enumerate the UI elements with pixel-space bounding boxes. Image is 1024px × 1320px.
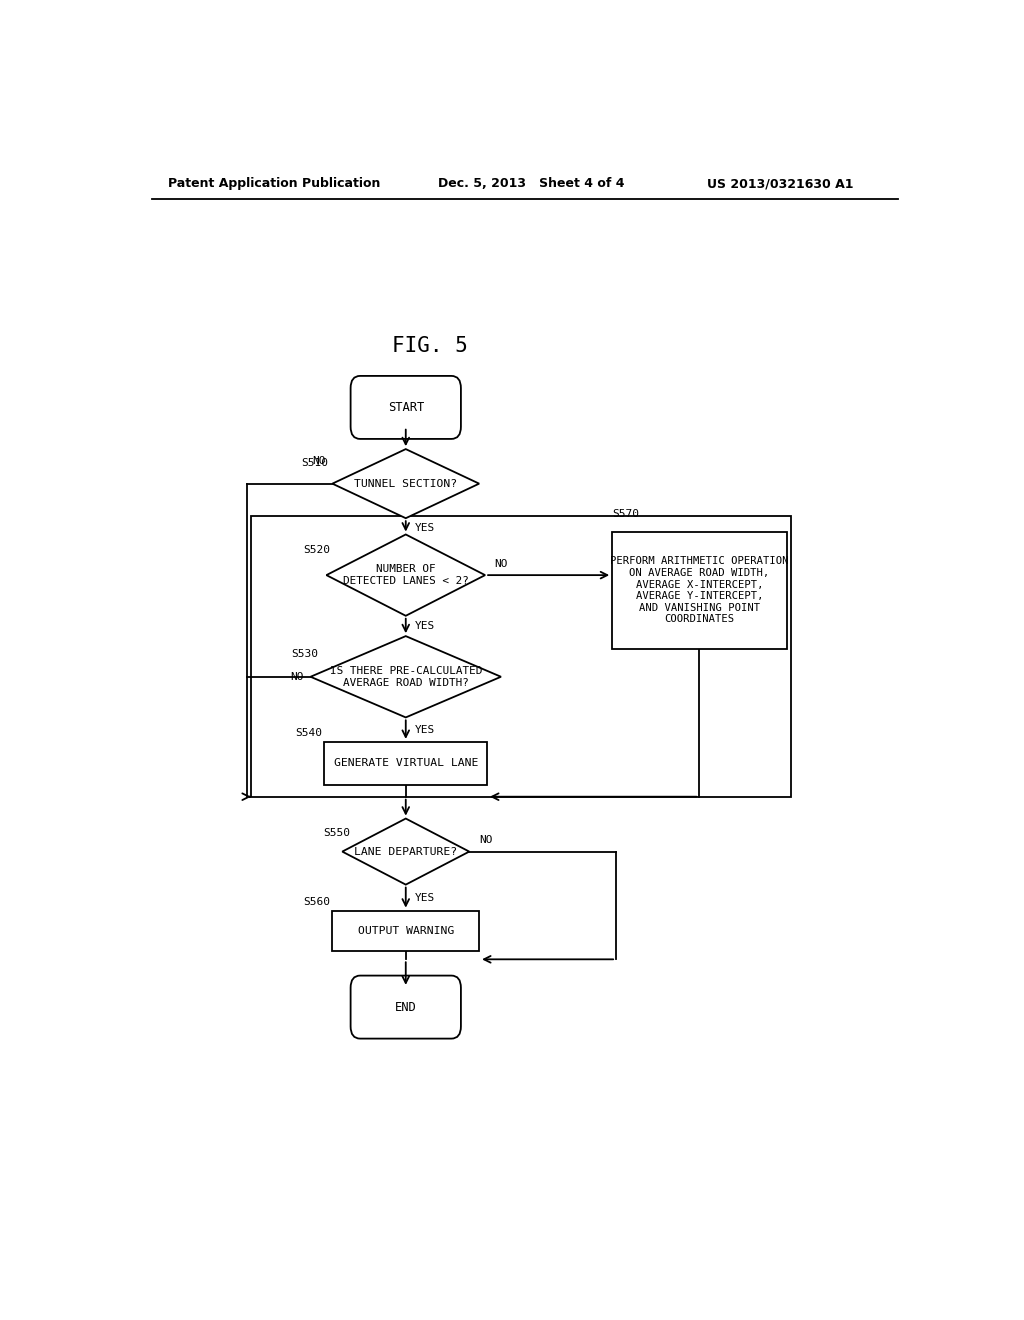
Polygon shape bbox=[342, 818, 469, 884]
Text: FIG. 5: FIG. 5 bbox=[392, 337, 467, 356]
FancyBboxPatch shape bbox=[350, 975, 461, 1039]
Polygon shape bbox=[310, 636, 501, 718]
Text: Dec. 5, 2013   Sheet 4 of 4: Dec. 5, 2013 Sheet 4 of 4 bbox=[437, 177, 624, 190]
Text: NO: NO bbox=[312, 457, 326, 466]
Text: START: START bbox=[388, 401, 424, 414]
Text: TUNNEL SECTION?: TUNNEL SECTION? bbox=[354, 479, 458, 488]
Text: S560: S560 bbox=[303, 898, 330, 907]
Bar bbox=[251, 516, 791, 797]
Polygon shape bbox=[333, 449, 479, 519]
Text: S570: S570 bbox=[612, 508, 639, 519]
Text: NO: NO bbox=[495, 560, 508, 569]
Text: YES: YES bbox=[416, 725, 435, 735]
Text: YES: YES bbox=[416, 620, 435, 631]
Text: YES: YES bbox=[416, 892, 435, 903]
FancyBboxPatch shape bbox=[350, 376, 461, 440]
Text: S520: S520 bbox=[303, 545, 331, 554]
Text: S530: S530 bbox=[292, 649, 318, 660]
Bar bbox=[333, 911, 479, 952]
Bar bbox=[612, 532, 786, 649]
Text: NO: NO bbox=[479, 836, 493, 846]
Polygon shape bbox=[327, 535, 485, 616]
Text: IS THERE PRE-CALCULATED
AVERAGE ROAD WIDTH?: IS THERE PRE-CALCULATED AVERAGE ROAD WID… bbox=[330, 667, 482, 688]
Text: NO: NO bbox=[291, 672, 304, 681]
Text: US 2013/0321630 A1: US 2013/0321630 A1 bbox=[708, 177, 854, 190]
Text: NUMBER OF
DETECTED LANES < 2?: NUMBER OF DETECTED LANES < 2? bbox=[343, 565, 469, 586]
Text: END: END bbox=[395, 1001, 417, 1014]
Text: PERFORM ARITHMETIC OPERATION
ON AVERAGE ROAD WIDTH,
AVERAGE X-INTERCEPT,
AVERAGE: PERFORM ARITHMETIC OPERATION ON AVERAGE … bbox=[610, 556, 788, 624]
Text: S540: S540 bbox=[295, 729, 322, 738]
Text: OUTPUT WARNING: OUTPUT WARNING bbox=[357, 925, 454, 936]
Bar bbox=[325, 742, 487, 784]
Text: S550: S550 bbox=[324, 829, 350, 838]
Text: S510: S510 bbox=[301, 458, 329, 467]
Text: GENERATE VIRTUAL LANE: GENERATE VIRTUAL LANE bbox=[334, 758, 478, 768]
Text: Patent Application Publication: Patent Application Publication bbox=[168, 177, 380, 190]
Text: LANE DEPARTURE?: LANE DEPARTURE? bbox=[354, 846, 458, 857]
Text: YES: YES bbox=[416, 523, 435, 533]
